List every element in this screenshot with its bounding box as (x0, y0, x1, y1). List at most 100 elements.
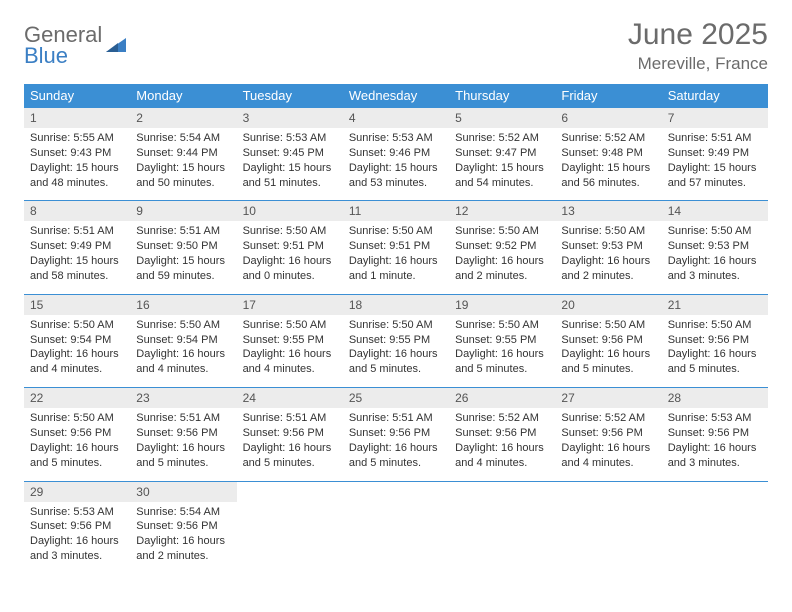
calendar-cell: 28Sunrise: 5:53 AMSunset: 9:56 PMDayligh… (662, 388, 768, 481)
daylight-text: Daylight: 16 hours and 2 minutes. (136, 534, 230, 564)
day-details: Sunrise: 5:50 AMSunset: 9:55 PMDaylight:… (343, 315, 449, 387)
day-number: 12 (449, 201, 555, 221)
day-details: Sunrise: 5:51 AMSunset: 9:49 PMDaylight:… (662, 128, 768, 200)
calendar-cell: 26Sunrise: 5:52 AMSunset: 9:56 PMDayligh… (449, 388, 555, 481)
calendar-table: Sunday Monday Tuesday Wednesday Thursday… (24, 84, 768, 574)
calendar-cell: 17Sunrise: 5:50 AMSunset: 9:55 PMDayligh… (237, 294, 343, 387)
sunset-text: Sunset: 9:46 PM (349, 146, 443, 161)
day-details: Sunrise: 5:54 AMSunset: 9:44 PMDaylight:… (130, 128, 236, 200)
day-details: Sunrise: 5:50 AMSunset: 9:55 PMDaylight:… (237, 315, 343, 387)
daylight-text: Daylight: 16 hours and 4 minutes. (243, 347, 337, 377)
sunrise-text: Sunrise: 5:50 AM (349, 224, 443, 239)
sunrise-text: Sunrise: 5:50 AM (561, 318, 655, 333)
calendar-cell: 12Sunrise: 5:50 AMSunset: 9:52 PMDayligh… (449, 201, 555, 294)
calendar-cell: 4Sunrise: 5:53 AMSunset: 9:46 PMDaylight… (343, 108, 449, 201)
daylight-text: Daylight: 16 hours and 3 minutes. (668, 254, 762, 284)
calendar-cell: 11Sunrise: 5:50 AMSunset: 9:51 PMDayligh… (343, 201, 449, 294)
calendar-cell: 13Sunrise: 5:50 AMSunset: 9:53 PMDayligh… (555, 201, 661, 294)
sunset-text: Sunset: 9:44 PM (136, 146, 230, 161)
calendar-week-row: 22Sunrise: 5:50 AMSunset: 9:56 PMDayligh… (24, 388, 768, 481)
day-number: 28 (662, 388, 768, 408)
sunset-text: Sunset: 9:56 PM (349, 426, 443, 441)
day-details: Sunrise: 5:51 AMSunset: 9:50 PMDaylight:… (130, 221, 236, 293)
sunset-text: Sunset: 9:56 PM (561, 426, 655, 441)
day-details: Sunrise: 5:55 AMSunset: 9:43 PMDaylight:… (24, 128, 130, 200)
day-details: Sunrise: 5:52 AMSunset: 9:56 PMDaylight:… (555, 408, 661, 480)
sunrise-text: Sunrise: 5:50 AM (243, 318, 337, 333)
calendar-cell: 25Sunrise: 5:51 AMSunset: 9:56 PMDayligh… (343, 388, 449, 481)
calendar-cell: 21Sunrise: 5:50 AMSunset: 9:56 PMDayligh… (662, 294, 768, 387)
calendar-cell: 16Sunrise: 5:50 AMSunset: 9:54 PMDayligh… (130, 294, 236, 387)
daylight-text: Daylight: 16 hours and 5 minutes. (668, 347, 762, 377)
calendar-cell: 1Sunrise: 5:55 AMSunset: 9:43 PMDaylight… (24, 108, 130, 201)
day-details: Sunrise: 5:53 AMSunset: 9:46 PMDaylight:… (343, 128, 449, 200)
triangle-icon (106, 36, 126, 56)
day-details: Sunrise: 5:53 AMSunset: 9:45 PMDaylight:… (237, 128, 343, 200)
calendar-cell: 5Sunrise: 5:52 AMSunset: 9:47 PMDaylight… (449, 108, 555, 201)
dayhead-sun: Sunday (24, 84, 130, 108)
day-number: 8 (24, 201, 130, 221)
day-details: Sunrise: 5:52 AMSunset: 9:47 PMDaylight:… (449, 128, 555, 200)
sunset-text: Sunset: 9:56 PM (30, 519, 124, 534)
calendar-cell: 19Sunrise: 5:50 AMSunset: 9:55 PMDayligh… (449, 294, 555, 387)
day-details: Sunrise: 5:51 AMSunset: 9:56 PMDaylight:… (237, 408, 343, 480)
calendar-cell: 20Sunrise: 5:50 AMSunset: 9:56 PMDayligh… (555, 294, 661, 387)
calendar-cell: .. (343, 481, 449, 574)
sunrise-text: Sunrise: 5:54 AM (136, 505, 230, 520)
daylight-text: Daylight: 15 hours and 58 minutes. (30, 254, 124, 284)
daylight-text: Daylight: 16 hours and 0 minutes. (243, 254, 337, 284)
daylight-text: Daylight: 16 hours and 5 minutes. (136, 441, 230, 471)
sunrise-text: Sunrise: 5:52 AM (561, 131, 655, 146)
day-number: 30 (130, 482, 236, 502)
day-details: Sunrise: 5:53 AMSunset: 9:56 PMDaylight:… (24, 502, 130, 574)
daylight-text: Daylight: 15 hours and 54 minutes. (455, 161, 549, 191)
calendar-week-row: 1Sunrise: 5:55 AMSunset: 9:43 PMDaylight… (24, 108, 768, 201)
sunset-text: Sunset: 9:56 PM (455, 426, 549, 441)
location-label: Mereville, France (628, 54, 768, 74)
daylight-text: Daylight: 16 hours and 4 minutes. (455, 441, 549, 471)
day-number: 19 (449, 295, 555, 315)
sunset-text: Sunset: 9:56 PM (30, 426, 124, 441)
sunrise-text: Sunrise: 5:52 AM (561, 411, 655, 426)
calendar-cell: 24Sunrise: 5:51 AMSunset: 9:56 PMDayligh… (237, 388, 343, 481)
sunrise-text: Sunrise: 5:51 AM (243, 411, 337, 426)
day-number: 10 (237, 201, 343, 221)
dayhead-tue: Tuesday (237, 84, 343, 108)
day-number: 24 (237, 388, 343, 408)
daylight-text: Daylight: 15 hours and 59 minutes. (136, 254, 230, 284)
header: General Blue June 2025 Mereville, France (24, 18, 768, 74)
day-number: 11 (343, 201, 449, 221)
sunset-text: Sunset: 9:51 PM (243, 239, 337, 254)
calendar-cell: 27Sunrise: 5:52 AMSunset: 9:56 PMDayligh… (555, 388, 661, 481)
dayhead-thu: Thursday (449, 84, 555, 108)
sunset-text: Sunset: 9:50 PM (136, 239, 230, 254)
calendar-cell: 8Sunrise: 5:51 AMSunset: 9:49 PMDaylight… (24, 201, 130, 294)
calendar-body: 1Sunrise: 5:55 AMSunset: 9:43 PMDaylight… (24, 108, 768, 574)
sunset-text: Sunset: 9:52 PM (455, 239, 549, 254)
calendar-week-row: 15Sunrise: 5:50 AMSunset: 9:54 PMDayligh… (24, 294, 768, 387)
daylight-text: Daylight: 16 hours and 3 minutes. (668, 441, 762, 471)
sunrise-text: Sunrise: 5:53 AM (349, 131, 443, 146)
sunset-text: Sunset: 9:55 PM (349, 333, 443, 348)
daylight-text: Daylight: 15 hours and 51 minutes. (243, 161, 337, 191)
day-number: 27 (555, 388, 661, 408)
sunset-text: Sunset: 9:49 PM (668, 146, 762, 161)
sunset-text: Sunset: 9:54 PM (136, 333, 230, 348)
daylight-text: Daylight: 16 hours and 2 minutes. (455, 254, 549, 284)
sunset-text: Sunset: 9:56 PM (136, 426, 230, 441)
day-number: 21 (662, 295, 768, 315)
day-number: 20 (555, 295, 661, 315)
daylight-text: Daylight: 16 hours and 5 minutes. (561, 347, 655, 377)
day-number: 17 (237, 295, 343, 315)
daylight-text: Daylight: 16 hours and 4 minutes. (30, 347, 124, 377)
logo-line2: Blue (24, 45, 102, 67)
sunrise-text: Sunrise: 5:52 AM (455, 131, 549, 146)
day-details: Sunrise: 5:50 AMSunset: 9:53 PMDaylight:… (555, 221, 661, 293)
sunrise-text: Sunrise: 5:50 AM (136, 318, 230, 333)
sunrise-text: Sunrise: 5:51 AM (668, 131, 762, 146)
day-number: 7 (662, 108, 768, 128)
sunset-text: Sunset: 9:56 PM (136, 519, 230, 534)
calendar-cell: 29Sunrise: 5:53 AMSunset: 9:56 PMDayligh… (24, 481, 130, 574)
day-details: Sunrise: 5:50 AMSunset: 9:53 PMDaylight:… (662, 221, 768, 293)
sunset-text: Sunset: 9:45 PM (243, 146, 337, 161)
